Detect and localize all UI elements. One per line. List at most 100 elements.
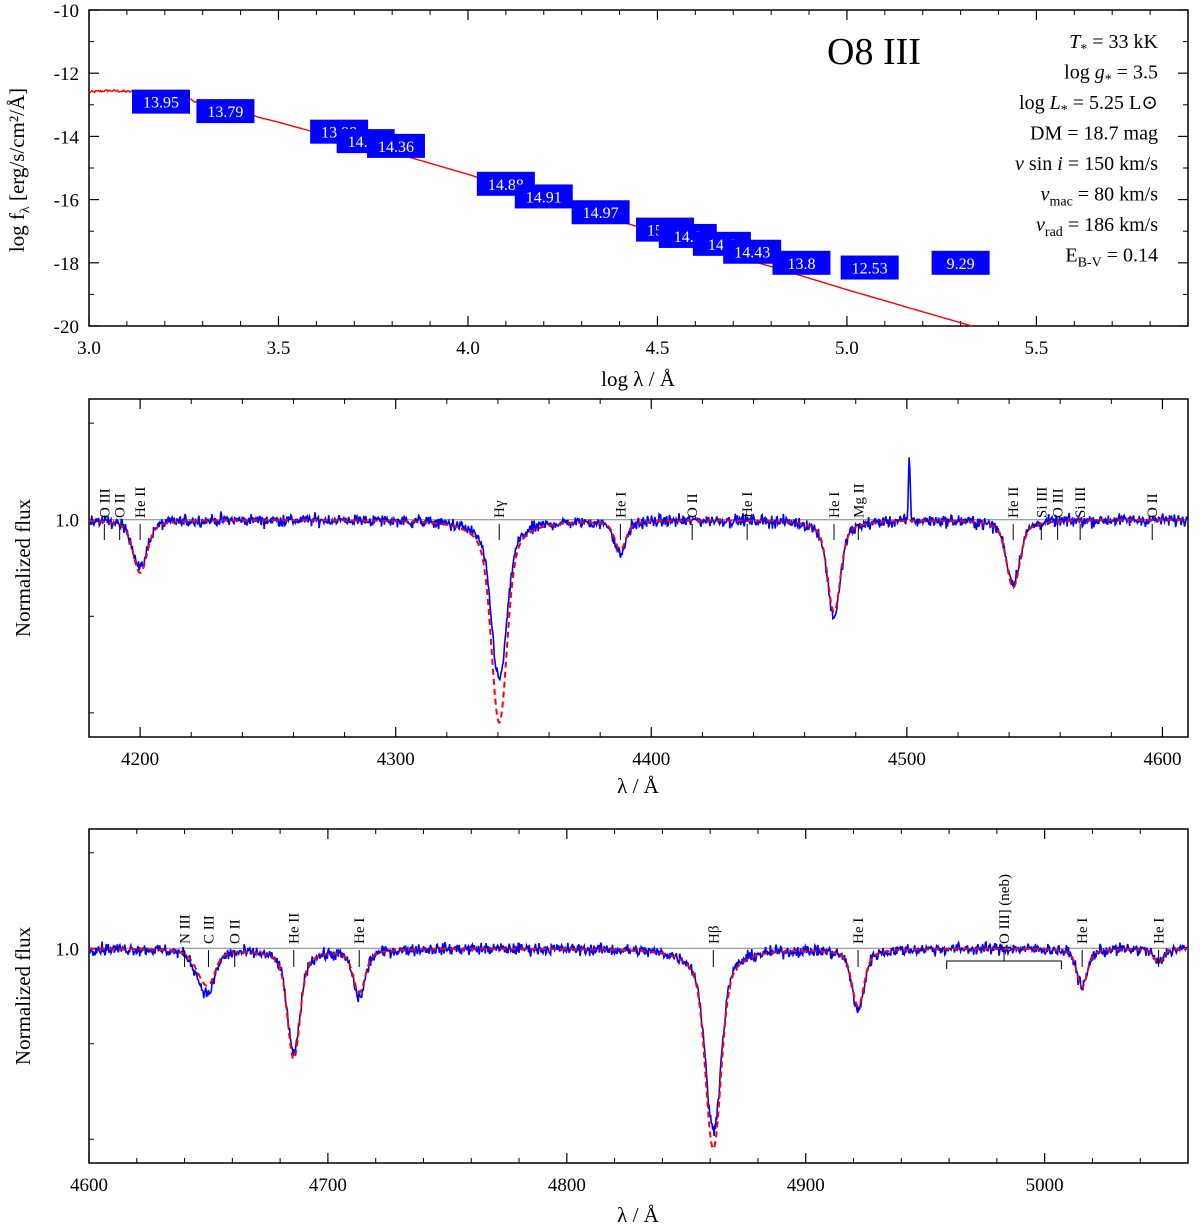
sed-y-tick-label: -12 <box>54 64 79 85</box>
line-id-label: O II <box>685 493 701 518</box>
photometry-point: 14.97 <box>571 200 630 225</box>
sed-y-tick-label: -16 <box>54 191 79 212</box>
photometry-box <box>840 255 899 280</box>
line-id: He I <box>740 492 756 540</box>
stellar-parameter: T* = 33 kK <box>1069 31 1158 57</box>
line-id: O II <box>1145 493 1161 540</box>
spectrum-panel-green: 4600 4700 4800 4900 5000 1.0 N III C III O II H… <box>11 828 1189 1227</box>
line-id: O II <box>113 493 129 540</box>
sed-y-label-unit: [erg/s/cm²/Å] <box>5 88 29 201</box>
line-id-label: O II <box>1145 493 1161 518</box>
photometry-box <box>514 184 573 209</box>
spectrum-x-tick-label: 4400 <box>632 749 670 770</box>
spectrum-x-tick-label: 4200 <box>121 749 159 770</box>
stellar-parameter: log g* = 3.5 <box>1064 62 1158 88</box>
line-id: He II <box>287 913 303 967</box>
line-id: He I <box>352 918 368 967</box>
line-id: O III <box>1051 488 1067 540</box>
spectrum-blue-y-ticks: 1.0 <box>55 422 99 714</box>
photometry-point: 13.8 <box>772 250 831 275</box>
spectrum-x-tick-label: 4600 <box>1143 749 1181 770</box>
photometry-box <box>931 250 990 275</box>
photometry-box <box>132 89 191 114</box>
photometry-box <box>723 239 782 264</box>
photometry-magnitude-label: 13.95 <box>143 95 179 112</box>
sed-y-tick-label: -14 <box>54 127 80 148</box>
line-id-label: N III <box>178 914 194 944</box>
line-id-label: He I <box>740 492 756 518</box>
line-id-label: Mg II <box>851 483 867 518</box>
line-id-label: He I <box>827 492 843 518</box>
spectrum-green-curves <box>88 939 1189 1151</box>
nebular-range-bracket <box>946 960 1062 969</box>
line-id-label: Hβ <box>706 926 722 944</box>
spectrum-x-tick-label: 4500 <box>888 749 926 770</box>
sed-y-tick-label: -20 <box>54 317 79 338</box>
line-id-label: He II <box>287 913 303 944</box>
photometry-magnitude-label: 13.8 <box>787 256 815 273</box>
sed-x-ticks: 3.0 3.5 4.0 4.5 5.0 5.5 <box>77 10 1189 359</box>
stellar-parameter: vrad = 186 km/s <box>1036 214 1158 240</box>
line-id: He I <box>613 492 629 540</box>
sed-y-tick-label: -10 <box>54 1 79 22</box>
line-id: He II <box>1006 487 1022 540</box>
photometry-magnitude-label: 14.36 <box>378 139 414 156</box>
nebular-range-label: [O III] (neb) <box>997 874 1013 949</box>
line-id: Si III <box>1073 487 1089 540</box>
photometry-magnitude-label: 9.29 <box>947 256 975 273</box>
line-id: He I <box>1152 918 1168 967</box>
line-id-label: He I <box>1075 918 1091 944</box>
line-id: He II <box>133 487 149 540</box>
line-id: O III <box>97 488 113 540</box>
line-id: O II <box>685 493 701 540</box>
stellar-parameter: EB-V = 0.14 <box>1065 245 1158 271</box>
line-id: N III <box>178 914 194 967</box>
stellar-parameter: log L* = 5.25 L⊙ <box>1019 92 1158 118</box>
photometry-magnitude-label: 12.53 <box>852 261 888 278</box>
observed-spectrum <box>88 939 1189 1137</box>
line-id-label: He II <box>133 487 149 518</box>
line-id: Si III <box>1034 487 1050 540</box>
sed-x-tick-label: 5.0 <box>835 338 859 359</box>
line-id: Mg II <box>851 483 867 540</box>
line-id-label: He I <box>352 918 368 944</box>
line-id-label: O III <box>97 488 113 518</box>
spectrum-green-frame <box>88 828 1189 1164</box>
model-spectrum <box>89 947 1188 1151</box>
line-id: He I <box>827 492 843 540</box>
line-id-label: He II <box>1006 487 1022 518</box>
photometry-box <box>772 250 831 275</box>
sed-photometry-boxes: 13.9513.7913.9814.1414.3614.8814.9114.97… <box>132 89 990 280</box>
line-id: Hβ <box>706 926 722 967</box>
line-id-label: Hγ <box>492 500 508 518</box>
sed-x-tick-label: 3.5 <box>267 338 291 359</box>
line-id-label: He I <box>1152 918 1168 944</box>
spectrum-green-y-ticks: 1.0 <box>55 852 99 1140</box>
line-id-label: Si III <box>1073 487 1089 518</box>
line-id: C III <box>201 915 217 967</box>
line-id: O II <box>228 919 244 967</box>
spectrum-x-tick-label: 4600 <box>70 1175 108 1196</box>
observed-spectrum <box>88 457 1189 681</box>
spectrum-x-tick-label: 4800 <box>548 1175 586 1196</box>
line-id: He I <box>851 918 867 967</box>
nebular-range-annotation: [O III] (neb) <box>946 874 1062 969</box>
line-id-label: O II <box>113 493 129 518</box>
spectrum-x-tick-label: 5000 <box>1026 1175 1064 1196</box>
spectrum-x-tick-label: 4300 <box>377 749 415 770</box>
line-id-label: Si III <box>1034 487 1050 518</box>
stellar-parameter: vmac = 80 km/s <box>1041 184 1159 210</box>
photometry-point: 13.95 <box>132 89 191 114</box>
photometry-point: 14.43 <box>723 239 782 264</box>
photometry-magnitude-label: 14.91 <box>526 189 562 206</box>
line-id-label: O III <box>1051 488 1067 518</box>
photometry-point: 13.79 <box>196 99 255 124</box>
spectrum-y-tick-label: 1.0 <box>55 939 79 960</box>
sed-y-axis-label: log fλ [erg/s/cm²/Å] <box>5 88 33 252</box>
line-id-label: He I <box>613 492 629 518</box>
photometry-point: 12.53 <box>840 255 899 280</box>
photometry-point: 14.36 <box>366 133 425 158</box>
sed-x-tick-label: 4.5 <box>646 338 670 359</box>
sed-y-ticks: -10 -12 -14 -16 -18 -20 <box>54 1 1188 338</box>
